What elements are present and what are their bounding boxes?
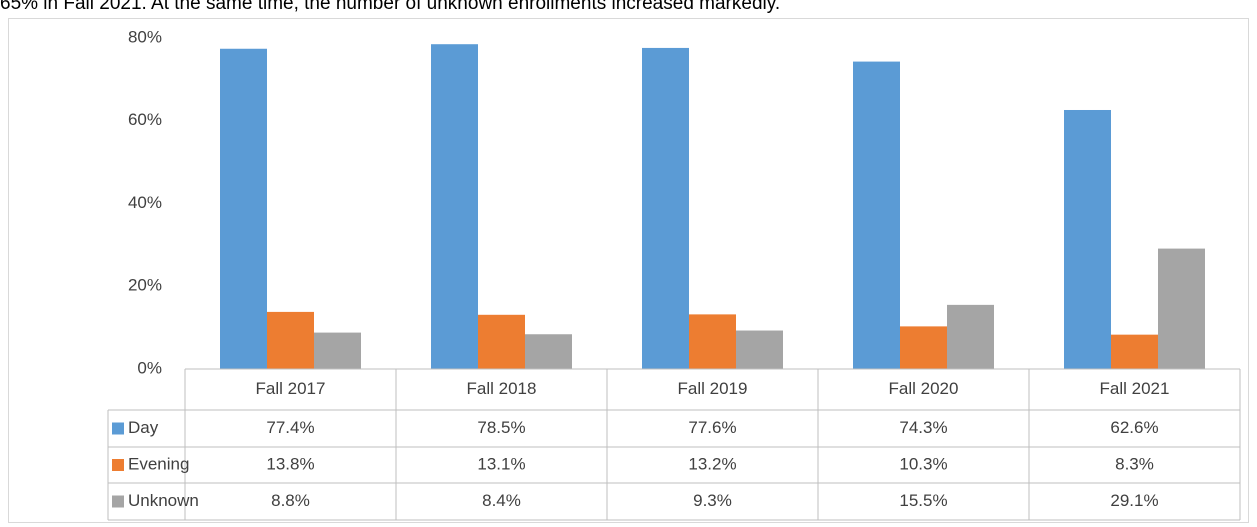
table-value: 74.3% (899, 418, 947, 437)
table-value: 29.1% (1110, 491, 1158, 510)
y-tick-label: 0% (137, 358, 162, 377)
x-tick-label: Fall 2018 (467, 379, 537, 398)
legend-label: Unknown (128, 491, 199, 510)
bar (525, 334, 572, 369)
bar (689, 314, 736, 369)
table-value: 13.2% (688, 454, 736, 473)
bar (1111, 334, 1158, 369)
x-tick-label: Fall 2017 (256, 379, 326, 398)
x-tick-label: Fall 2019 (678, 379, 748, 398)
legend-swatch (112, 495, 124, 508)
caption: 65% in Fall 2021. At the same time, the … (0, 0, 780, 14)
x-tick-label: Fall 2021 (1100, 379, 1170, 398)
x-tick-label: Fall 2020 (889, 379, 959, 398)
bar (314, 332, 361, 369)
table-value: 13.8% (266, 454, 314, 473)
bar (947, 304, 994, 369)
table-value: 9.3% (693, 491, 732, 510)
bar (736, 330, 783, 369)
table-value: 8.3% (1115, 454, 1154, 473)
table-value: 77.6% (688, 418, 736, 437)
table-value: 8.8% (271, 491, 310, 510)
chart-frame (8, 18, 1249, 523)
table-value: 10.3% (899, 454, 947, 473)
table-value: 77.4% (266, 418, 314, 437)
legend-swatch (112, 422, 124, 435)
table-value: 15.5% (899, 491, 947, 510)
bar (431, 44, 478, 370)
bar (1158, 248, 1205, 369)
legend-label: Day (128, 418, 159, 437)
bar (642, 47, 689, 370)
y-tick-label: 80% (128, 27, 162, 46)
bar (478, 314, 525, 369)
table-value: 13.1% (477, 454, 525, 473)
legend-swatch (112, 459, 124, 471)
y-tick-label: 20% (128, 276, 162, 295)
y-tick-label: 60% (128, 110, 162, 129)
bar (267, 311, 314, 369)
table-value: 62.6% (1110, 418, 1158, 437)
table-value: 78.5% (477, 418, 525, 437)
y-tick-label: 40% (128, 193, 162, 212)
bar (900, 326, 947, 369)
bar (1064, 109, 1111, 370)
bar (853, 61, 900, 370)
legend-label: Evening (128, 454, 189, 473)
table-value: 8.4% (482, 491, 521, 510)
bar (220, 48, 267, 369)
